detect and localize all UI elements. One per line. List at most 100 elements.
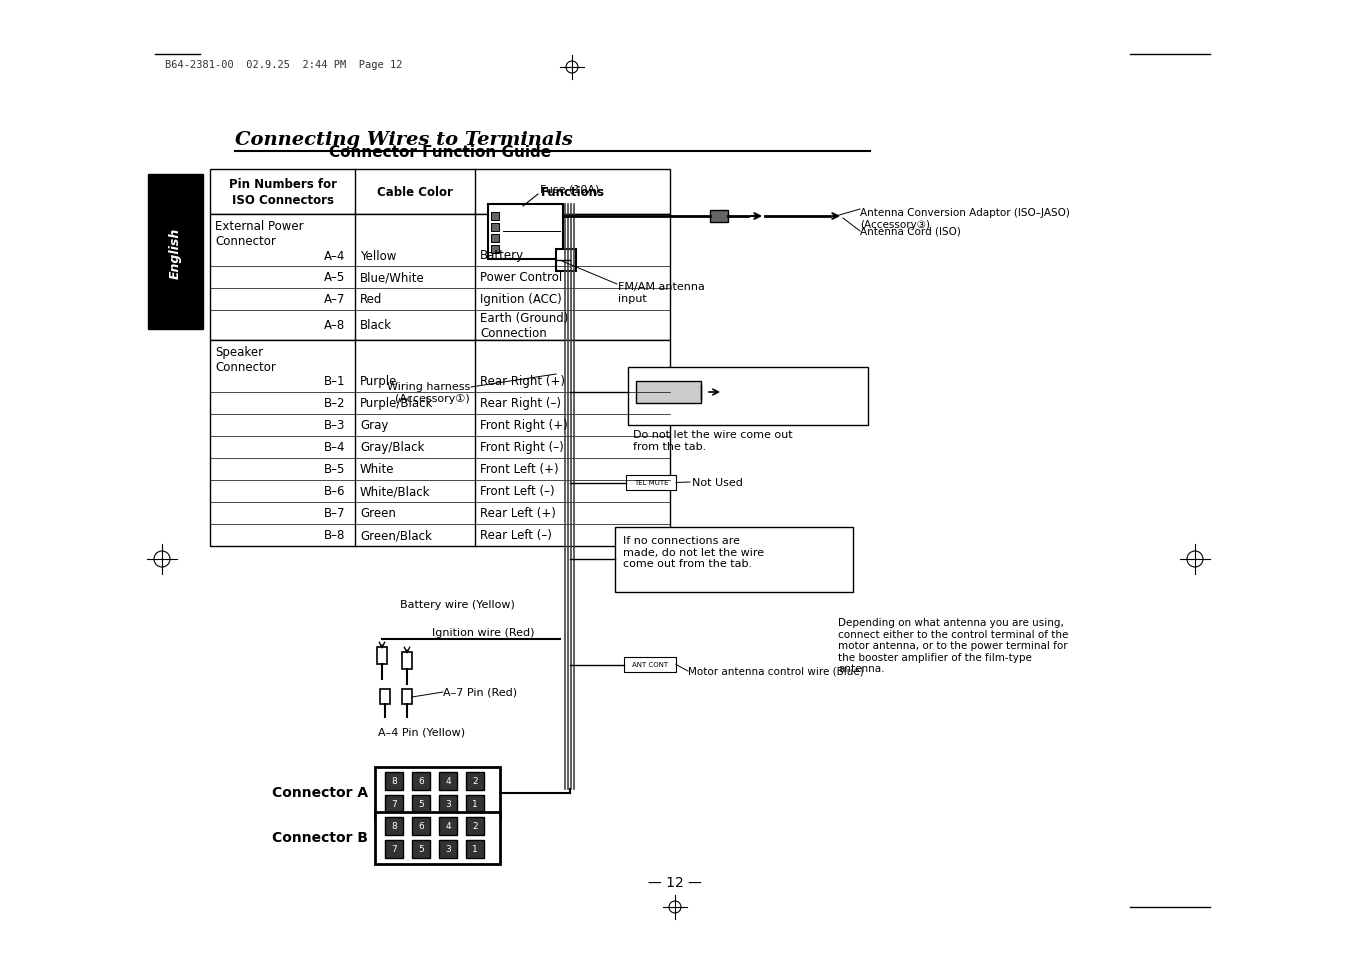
Text: 6: 6 xyxy=(417,777,424,785)
Text: A–7: A–7 xyxy=(324,294,345,306)
Text: Gray/Black: Gray/Black xyxy=(359,441,424,454)
Text: Connector Function Guide: Connector Function Guide xyxy=(328,145,551,160)
Text: 4: 4 xyxy=(446,777,451,785)
Text: Connector B: Connector B xyxy=(272,830,367,844)
Text: English: English xyxy=(169,227,181,278)
Text: Pin Numbers for
ISO Connectors: Pin Numbers for ISO Connectors xyxy=(228,178,336,206)
Text: B–8: B–8 xyxy=(324,529,345,542)
Bar xyxy=(403,689,412,704)
Text: 8: 8 xyxy=(392,777,397,785)
Text: FM/AM antenna
input: FM/AM antenna input xyxy=(617,282,705,303)
Text: 7: 7 xyxy=(392,800,397,809)
Text: 3: 3 xyxy=(444,844,451,854)
Text: Rear Right (–): Rear Right (–) xyxy=(480,397,561,410)
Bar xyxy=(628,368,867,426)
Text: 2: 2 xyxy=(473,777,478,785)
Bar xyxy=(490,246,499,253)
Text: Green: Green xyxy=(359,507,396,520)
Text: Earth (Ground)
Connection: Earth (Ground) Connection xyxy=(480,312,569,339)
Bar xyxy=(412,772,430,790)
Text: Wiring harness
(Accessory①): Wiring harness (Accessory①) xyxy=(386,381,470,403)
Text: Red: Red xyxy=(359,294,382,306)
Text: B64-2381-00  02.9.25  2:44 PM  Page 12: B64-2381-00 02.9.25 2:44 PM Page 12 xyxy=(165,60,403,70)
Text: B–4: B–4 xyxy=(323,441,345,454)
Bar xyxy=(636,381,701,403)
Text: Purple: Purple xyxy=(359,375,397,388)
Text: Cable Color: Cable Color xyxy=(377,186,453,199)
Bar xyxy=(439,772,457,790)
Text: Fuse (10A): Fuse (10A) xyxy=(540,185,600,194)
Text: External Power
Connector: External Power Connector xyxy=(215,220,304,248)
Text: White: White xyxy=(359,463,394,476)
Text: TEL MUTE: TEL MUTE xyxy=(634,480,669,486)
Text: A–8: A–8 xyxy=(324,319,345,333)
Text: B–2: B–2 xyxy=(323,397,345,410)
Text: A–4 Pin (Yellow): A–4 Pin (Yellow) xyxy=(378,727,465,738)
Text: 5: 5 xyxy=(417,844,424,854)
Text: Purple/Black: Purple/Black xyxy=(359,397,434,410)
Bar xyxy=(376,812,500,864)
Text: 1: 1 xyxy=(471,800,478,809)
Text: Front Right (–): Front Right (–) xyxy=(480,441,563,454)
Text: A–5: A–5 xyxy=(324,272,345,284)
Text: 7: 7 xyxy=(392,844,397,854)
Bar xyxy=(490,224,499,232)
Bar xyxy=(615,527,852,593)
Text: Black: Black xyxy=(359,319,392,333)
Bar xyxy=(466,795,484,813)
Text: 3: 3 xyxy=(444,800,451,809)
Bar xyxy=(439,795,457,813)
Text: B–5: B–5 xyxy=(324,463,345,476)
Text: If no connections are
made, do not let the wire
come out from the tab.: If no connections are made, do not let t… xyxy=(623,536,765,569)
Text: Green/Black: Green/Black xyxy=(359,529,432,542)
Text: Antenna Cord (ISO): Antenna Cord (ISO) xyxy=(861,227,961,236)
Bar xyxy=(209,340,670,546)
Text: Ignition (ACC): Ignition (ACC) xyxy=(480,294,562,306)
Bar xyxy=(557,250,576,272)
Text: Rear Left (+): Rear Left (+) xyxy=(480,507,555,520)
Text: 8: 8 xyxy=(392,821,397,831)
Bar xyxy=(439,841,457,858)
Text: Rear Right (+): Rear Right (+) xyxy=(480,375,565,388)
Bar xyxy=(380,689,390,704)
Text: Blue/White: Blue/White xyxy=(359,272,424,284)
Text: Depending on what antenna you are using,
connect either to the control terminal : Depending on what antenna you are using,… xyxy=(838,618,1069,674)
Text: Front Left (–): Front Left (–) xyxy=(480,485,555,498)
Bar xyxy=(149,174,203,330)
Bar xyxy=(466,772,484,790)
Text: Battery wire (Yellow): Battery wire (Yellow) xyxy=(400,599,515,609)
Text: Not Used: Not Used xyxy=(692,477,743,488)
Text: Ignition wire (Red): Ignition wire (Red) xyxy=(432,627,535,638)
Bar xyxy=(377,647,386,664)
Bar xyxy=(412,841,430,858)
Text: B–1: B–1 xyxy=(323,375,345,388)
Bar xyxy=(209,170,670,214)
Text: 6: 6 xyxy=(417,821,424,831)
Bar xyxy=(466,817,484,835)
Bar xyxy=(412,795,430,813)
Text: A–4: A–4 xyxy=(324,250,345,262)
Bar xyxy=(466,841,484,858)
Text: Battery: Battery xyxy=(480,250,524,262)
Text: Connecting Wires to Terminals: Connecting Wires to Terminals xyxy=(235,131,573,149)
Text: ANT CONT: ANT CONT xyxy=(632,661,667,668)
Bar xyxy=(412,817,430,835)
Text: White/Black: White/Black xyxy=(359,485,431,498)
Bar xyxy=(385,795,403,813)
Text: 1: 1 xyxy=(471,844,478,854)
Text: 2: 2 xyxy=(473,821,478,831)
Bar xyxy=(711,211,728,223)
Text: Front Left (+): Front Left (+) xyxy=(480,463,558,476)
Text: Rear Left (–): Rear Left (–) xyxy=(480,529,551,542)
Bar xyxy=(385,817,403,835)
Text: Front Right (+): Front Right (+) xyxy=(480,419,567,432)
Text: Functions: Functions xyxy=(540,186,604,199)
Text: B–3: B–3 xyxy=(324,419,345,432)
Text: A–7 Pin (Red): A–7 Pin (Red) xyxy=(443,687,517,698)
Bar xyxy=(385,772,403,790)
Text: — 12 —: — 12 — xyxy=(648,875,703,889)
Bar xyxy=(403,652,412,669)
Bar xyxy=(385,841,403,858)
Bar xyxy=(488,205,563,260)
Bar xyxy=(490,234,499,243)
